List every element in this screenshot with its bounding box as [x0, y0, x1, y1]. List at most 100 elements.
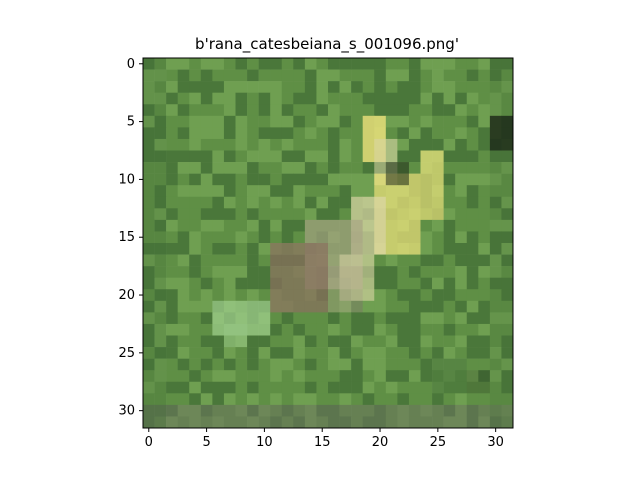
image-pixel: [304, 104, 317, 117]
image-pixel: [501, 243, 513, 255]
image-pixel: [420, 358, 433, 371]
image-pixel: [362, 92, 375, 105]
image-pixel: [304, 162, 317, 174]
image-pixel: [374, 370, 387, 383]
image-pixel: [432, 196, 444, 209]
image-pixel: [293, 219, 306, 232]
image-pixel: [339, 370, 352, 383]
image-pixel: [420, 381, 433, 394]
image-pixel: [247, 58, 259, 70]
image-pixel: [235, 150, 248, 163]
image-pixel: [455, 347, 468, 359]
image-pixel: [466, 254, 479, 267]
image-pixel: [328, 185, 340, 198]
image-pixel: [397, 150, 410, 163]
image-pixel: [466, 127, 479, 140]
image-pixel: [385, 92, 398, 105]
image-pixel: [443, 219, 456, 232]
y-axis: 0 5 10 15 20 25 30: [118, 57, 143, 419]
image-pixel: [223, 219, 236, 232]
image-pixel: [328, 404, 340, 417]
image-pixel: [235, 208, 248, 221]
image-pixel: [166, 335, 178, 348]
image-pixel: [374, 219, 387, 232]
image-pixel: [212, 243, 225, 255]
image-pixel: [385, 404, 398, 417]
image-pixel: [408, 289, 421, 302]
image-pixel: [316, 185, 329, 198]
image-pixel: [316, 416, 329, 428]
image-pixel: [293, 404, 306, 417]
image-pixel: [455, 69, 468, 82]
image-pixel: [270, 404, 283, 417]
image-pixel: [247, 370, 259, 383]
image-pixel: [200, 208, 213, 221]
image-pixel: [466, 266, 479, 278]
image-pixel: [466, 58, 479, 70]
image-pixel: [397, 416, 410, 428]
image-pixel: [293, 81, 306, 93]
image-pixel: [316, 370, 329, 383]
image-pixel: [177, 416, 190, 428]
image-pixel: [189, 231, 202, 244]
image-pixel: [489, 115, 502, 128]
image-pixel: [143, 185, 155, 198]
image-pixel: [455, 335, 468, 348]
image-pixel: [501, 219, 513, 232]
image-pixel: [455, 243, 468, 255]
image-pixel: [351, 370, 363, 383]
image-pixel: [420, 219, 433, 232]
image-pixel: [247, 266, 259, 278]
image-pixel: [339, 416, 352, 428]
image-pixel: [177, 277, 190, 290]
image-pixel: [143, 266, 155, 278]
image-pixel: [235, 196, 248, 209]
image-pixel: [489, 370, 502, 383]
image-pixel: [304, 393, 317, 406]
image-pixel: [281, 173, 294, 186]
image-pixel: [281, 115, 294, 128]
image-pixel: [489, 358, 502, 371]
image-pixel: [385, 289, 398, 302]
image-pixel: [166, 277, 178, 290]
image-pixel: [293, 312, 306, 325]
image-pixel: [200, 254, 213, 267]
image-pixel: [316, 104, 329, 117]
image-pixel: [432, 381, 444, 394]
image-pixel: [466, 115, 479, 128]
image-pixel: [166, 243, 178, 255]
image-pixel: [385, 243, 398, 255]
image-pixel: [455, 266, 468, 278]
image-pixel: [212, 81, 225, 93]
image-pixel: [281, 58, 294, 70]
image-pixel: [189, 312, 202, 325]
image-pixel: [339, 69, 352, 82]
image-pixel: [281, 393, 294, 406]
image-pixel: [189, 150, 202, 163]
image-pixel: [501, 104, 513, 117]
image-pixel: [385, 138, 398, 151]
image-pixel: [223, 266, 236, 278]
image-pixel: [189, 208, 202, 221]
image-pixel: [397, 231, 410, 244]
image-pixel: [281, 92, 294, 105]
image-pixel: [200, 289, 213, 302]
image-pixel: [293, 243, 306, 255]
image-pixel: [374, 58, 387, 70]
image-pixel: [177, 127, 190, 140]
image-pixel: [420, 416, 433, 428]
image-pixel: [408, 404, 421, 417]
image-pixel: [258, 138, 271, 151]
image-pixel: [189, 404, 202, 417]
image-pixel: [316, 404, 329, 417]
image-pixel: [281, 381, 294, 394]
image-pixel: [258, 115, 271, 128]
image-pixel: [212, 347, 225, 359]
image-pixel: [385, 312, 398, 325]
image-pixel: [293, 208, 306, 221]
image-pixel: [177, 69, 190, 82]
image-pixel: [235, 335, 248, 348]
image-pixel: [270, 208, 283, 221]
image-pixel: [385, 323, 398, 336]
image-pixel: [478, 323, 491, 336]
